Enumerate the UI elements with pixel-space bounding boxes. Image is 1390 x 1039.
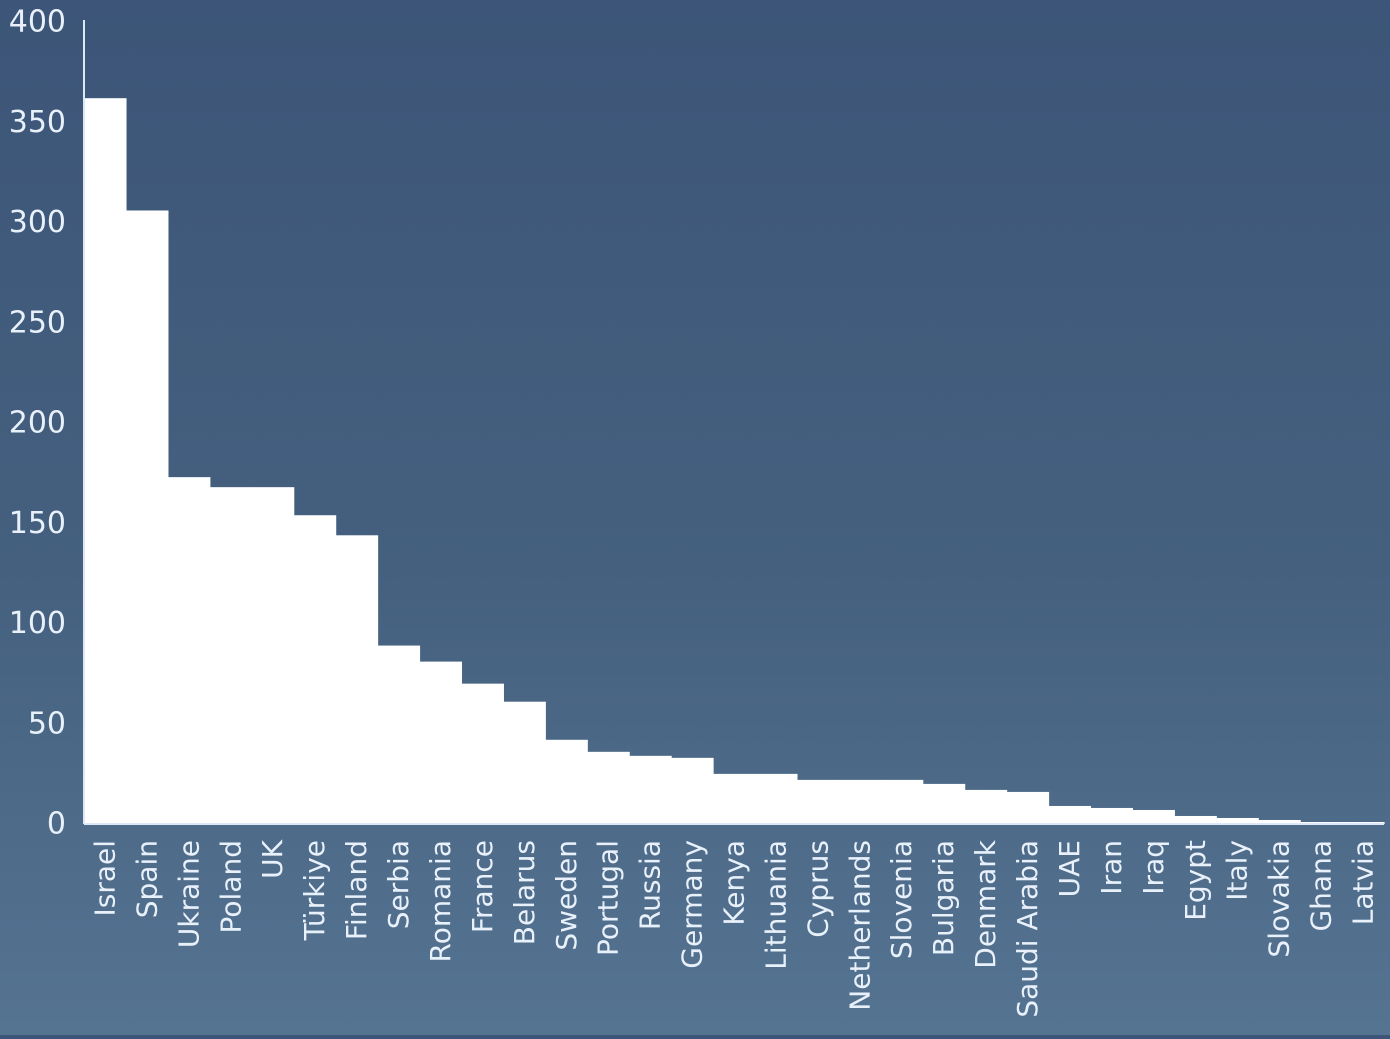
bar-belarus bbox=[503, 701, 546, 824]
bar-finland bbox=[335, 535, 379, 824]
y-tick-label: 350 bbox=[9, 105, 66, 140]
x-tick-label: Iraq bbox=[1137, 840, 1170, 895]
bar-russia bbox=[629, 755, 672, 824]
x-tick-label: Slovenia bbox=[885, 840, 918, 959]
x-tick-label: Iran bbox=[1095, 840, 1128, 895]
x-tick-label: Portugal bbox=[592, 840, 625, 956]
bar-spain bbox=[125, 210, 169, 825]
x-tick-label: Germany bbox=[676, 840, 709, 969]
x-tick-label: Slovakia bbox=[1263, 840, 1296, 958]
y-tick-label: 150 bbox=[9, 506, 66, 541]
y-tick-label: 400 bbox=[9, 5, 66, 40]
bar-netherlands bbox=[838, 779, 882, 824]
x-axis-ticks: Israel Spain Ukraine Poland UK Türkiye Finland… bbox=[88, 839, 1379, 1017]
bar-egypt bbox=[1174, 815, 1217, 824]
x-tick-label: Lithuania bbox=[759, 840, 792, 970]
bar-saudi-arabia bbox=[1006, 791, 1050, 824]
bar-iran bbox=[1090, 807, 1133, 824]
bar-uk bbox=[251, 487, 295, 824]
y-tick-label: 50 bbox=[28, 706, 66, 741]
x-tick-label: Belarus bbox=[508, 840, 541, 945]
bar-uae bbox=[1048, 805, 1092, 824]
bar-romania bbox=[419, 661, 463, 824]
x-tick-label: Saudi Arabia bbox=[1011, 840, 1044, 1018]
bar-serbia bbox=[377, 645, 421, 824]
bar-portugal bbox=[587, 751, 630, 824]
bar-germany bbox=[671, 757, 714, 824]
bar-denmark bbox=[964, 789, 1008, 824]
bar-ukraine bbox=[167, 477, 211, 824]
bar-kenya bbox=[713, 773, 756, 825]
bar-iraq bbox=[1132, 809, 1175, 824]
y-axis-ticks: 0 50 100 150 200 250 300 350 400 bbox=[9, 5, 66, 842]
x-tick-label: Russia bbox=[634, 840, 667, 930]
x-tick-label: Sweden bbox=[550, 840, 583, 951]
x-tick-label: Ghana bbox=[1305, 840, 1338, 932]
x-tick-label: Romania bbox=[424, 840, 457, 962]
x-tick-label: Türkiye bbox=[298, 840, 331, 941]
x-tick-label: UAE bbox=[1053, 840, 1086, 897]
y-tick-label: 250 bbox=[9, 305, 66, 340]
bar-poland bbox=[209, 487, 253, 824]
bar-sweden bbox=[545, 739, 588, 824]
bar-bulgaria bbox=[922, 783, 966, 824]
x-tick-label: Poland bbox=[214, 840, 247, 933]
x-tick-label: Israel bbox=[88, 840, 121, 917]
bar-lithuania bbox=[754, 773, 798, 825]
x-tick-label: UK bbox=[256, 839, 289, 878]
y-tick-label: 200 bbox=[9, 406, 66, 441]
x-tick-label: Egypt bbox=[1179, 840, 1212, 921]
x-tick-label: Cyprus bbox=[801, 840, 834, 938]
x-tick-label: Ukraine bbox=[172, 840, 205, 948]
x-tick-label: Finland bbox=[340, 840, 373, 940]
bar-france bbox=[461, 683, 504, 824]
x-tick-label: Netherlands bbox=[843, 840, 876, 1011]
y-tick-label: 300 bbox=[9, 205, 66, 240]
x-tick-label: Spain bbox=[130, 840, 163, 918]
x-tick-label: Latvia bbox=[1347, 840, 1380, 925]
bar-israel bbox=[84, 98, 127, 824]
x-tick-label: Serbia bbox=[382, 840, 415, 929]
x-tick-label: Bulgaria bbox=[927, 840, 960, 956]
axes-layer bbox=[83, 20, 1384, 825]
bar-slovenia bbox=[880, 779, 924, 824]
x-tick-label: Kenya bbox=[718, 840, 751, 926]
y-tick-label: 100 bbox=[9, 606, 66, 641]
x-tick-label: Italy bbox=[1221, 840, 1254, 901]
bars-layer bbox=[84, 98, 1385, 825]
bar-italy bbox=[1216, 817, 1259, 824]
x-tick-label: Denmark bbox=[969, 839, 1002, 968]
bar-cyprus bbox=[796, 779, 840, 824]
bar-slovakia bbox=[1258, 819, 1301, 824]
bar-t-rkiye bbox=[293, 515, 337, 824]
x-tick-label: France bbox=[466, 840, 499, 933]
y-tick-label: 0 bbox=[47, 807, 66, 842]
